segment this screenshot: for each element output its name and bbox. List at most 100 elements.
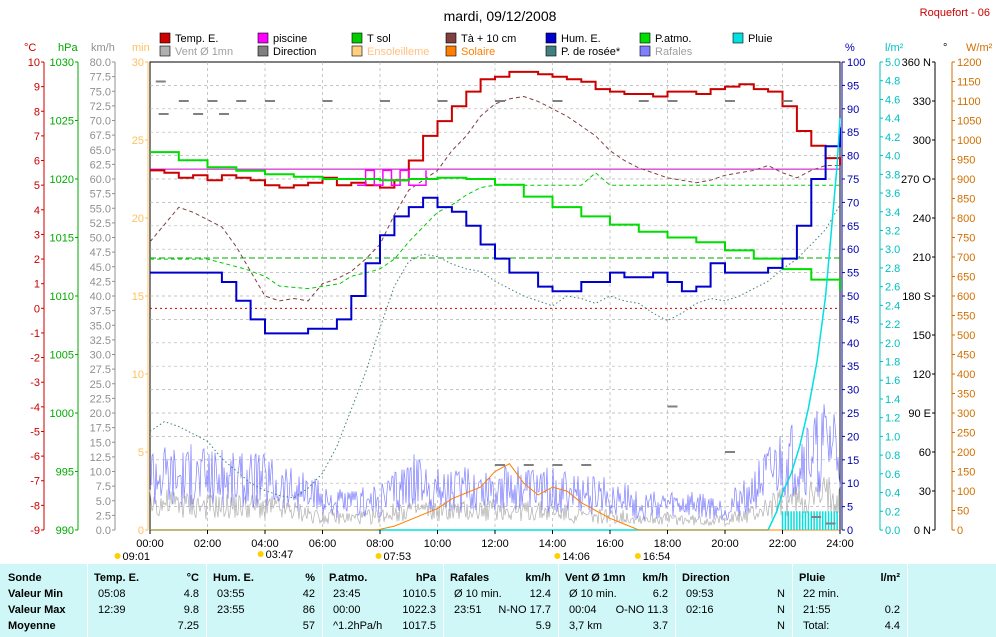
stats-separator	[792, 564, 793, 637]
stats-cell: Valeur Max	[8, 604, 66, 616]
stats-cell: 21:55	[803, 604, 831, 616]
stats-cell: N	[777, 588, 785, 600]
axis-label-solar: 0	[957, 525, 963, 537]
axis-label-wind: 12.5	[90, 452, 111, 464]
axis-label-rain: 0.4	[885, 488, 900, 500]
axis-label-pressure: 1010	[50, 291, 74, 303]
legend-swatch	[445, 45, 457, 57]
axis-label-wind: 40.0	[90, 291, 111, 303]
sun-icon	[375, 553, 382, 559]
legend-label: Hum. E.	[561, 33, 601, 45]
axis-label-wind: 35.0	[90, 320, 111, 332]
stats-cell: km/h	[642, 572, 668, 584]
series-p-de-ros-e-	[149, 204, 841, 499]
legend-swatch	[445, 32, 457, 44]
legend-label: Rafales	[655, 46, 693, 58]
axis-label-pressure: 1015	[50, 233, 74, 245]
axis-label-wind: 32.5	[90, 335, 111, 347]
legend-label: Direction	[273, 46, 316, 58]
legend-label: Vent Ø 1mn	[175, 46, 233, 58]
stats-cell: Temp. E.	[94, 572, 140, 584]
x-tick-label: 02:00	[194, 538, 222, 550]
stats-separator	[675, 564, 676, 637]
stats-cell: Rafales	[450, 572, 490, 584]
stats-cell: Vent Ø 1mn	[565, 572, 626, 584]
axis-label-wind: 42.5	[90, 276, 111, 288]
axis-label-direction: 210	[913, 252, 931, 264]
axis-label-rain: 4.4	[885, 113, 900, 125]
legend-label: Temp. E.	[175, 33, 218, 45]
axis-label-temp: -9	[30, 525, 40, 537]
axis-label-wind: 60.0	[90, 174, 111, 186]
legend-swatch	[351, 45, 363, 57]
stats-cell: 22 min.	[803, 588, 840, 600]
axis-label-temp: 6	[34, 156, 40, 168]
axis-label-humidity: 95	[847, 80, 859, 92]
axis-label-humidity: 25	[847, 408, 859, 420]
stats-cell: 05:08	[98, 588, 126, 600]
stats-cell: P.atmo.	[329, 572, 368, 584]
axis-label-humidity: 50	[847, 291, 859, 303]
x-tick-label: 24:00	[826, 538, 854, 550]
axis-label-humidity: 40	[847, 338, 859, 350]
axis-label-pressure: 1020	[50, 174, 74, 186]
axis-label-humidity: 5	[847, 502, 853, 514]
x-tick-label: 06:00	[309, 538, 337, 550]
axis-label-temp: 10	[28, 57, 40, 69]
axis-label-humidity: 65	[847, 221, 859, 233]
axis-label-wind: 0.0	[96, 525, 111, 537]
series-pluie	[150, 118, 841, 531]
axis-label-solar: 900	[957, 174, 975, 186]
axis-label-rain: 1.2	[885, 413, 900, 425]
axis-label-pressure: 995	[56, 467, 74, 479]
axis-label-direction: 240	[913, 213, 931, 225]
axis-label-humidity: 100	[847, 57, 865, 69]
legend-label: T sol	[367, 33, 391, 45]
axis-label-temp: -8	[30, 500, 40, 512]
legend-swatch	[257, 45, 269, 57]
axis-label-solar: 450	[957, 350, 975, 362]
axis-labels: °C hPa km/h min% l/m² ° W/m²	[24, 42, 993, 54]
axis-label-temp: 8	[34, 106, 40, 118]
stats-cell: 12:39	[98, 604, 126, 616]
axis-label-solar: 850	[957, 194, 975, 206]
weather-chart: mardi, 09/12/2008 Roquefort - 06 Temp. E…	[24, 7, 993, 563]
axis-label-rain: 5.0	[885, 57, 900, 69]
axis-label-rain: 3.4	[885, 207, 900, 219]
series-t-10-cm	[149, 95, 840, 302]
axis-label-rain: 3.0	[885, 244, 900, 256]
axis-label-minutes: 25	[132, 135, 144, 147]
axis-label-direction: 0 N	[914, 525, 931, 537]
axis-label-humidity: 30	[847, 385, 859, 397]
axis-unit-solar: W/m²	[966, 42, 993, 54]
axis-label-solar: 350	[957, 389, 975, 401]
axis-label-solar: 250	[957, 428, 975, 440]
stats-cell: 86	[302, 604, 315, 616]
axis-label-humidity: 60	[847, 244, 859, 256]
stats-cell: Total:	[803, 620, 830, 632]
axis-label-wind: 30.0	[90, 350, 111, 362]
x-tick-label: 20:00	[711, 538, 739, 550]
axis-label-temp: 9	[34, 82, 40, 94]
stats-cell: Sonde	[8, 572, 42, 584]
axis-label-direction: 90 E	[908, 408, 931, 420]
axis-unit-temp: °C	[24, 42, 36, 54]
stats-cell: km/h	[525, 572, 551, 584]
stats-cell: 9.8	[183, 604, 199, 616]
stats-cell: 42	[302, 588, 315, 600]
axis-label-solar: 650	[957, 272, 975, 284]
axis-label-rain: 0.6	[885, 469, 900, 481]
sun-marks: 09:01 03:47 07:53 14:06 16:54	[114, 549, 671, 563]
stats-cell: 0.2	[884, 604, 900, 616]
axis-label-solar: 950	[957, 155, 975, 167]
axis-label-rain: 3.6	[885, 188, 900, 200]
stats-cell: Moyenne	[8, 620, 56, 632]
axis-label-rain: 2.8	[885, 263, 900, 275]
stats-cell: Pluie	[799, 572, 826, 584]
legend-swatch	[545, 32, 557, 44]
sun-label: 16:54	[643, 551, 671, 563]
stats-cell: hPa	[415, 572, 436, 584]
series-hum-e-	[150, 127, 841, 335]
x-tick-label: 22:00	[769, 538, 797, 550]
